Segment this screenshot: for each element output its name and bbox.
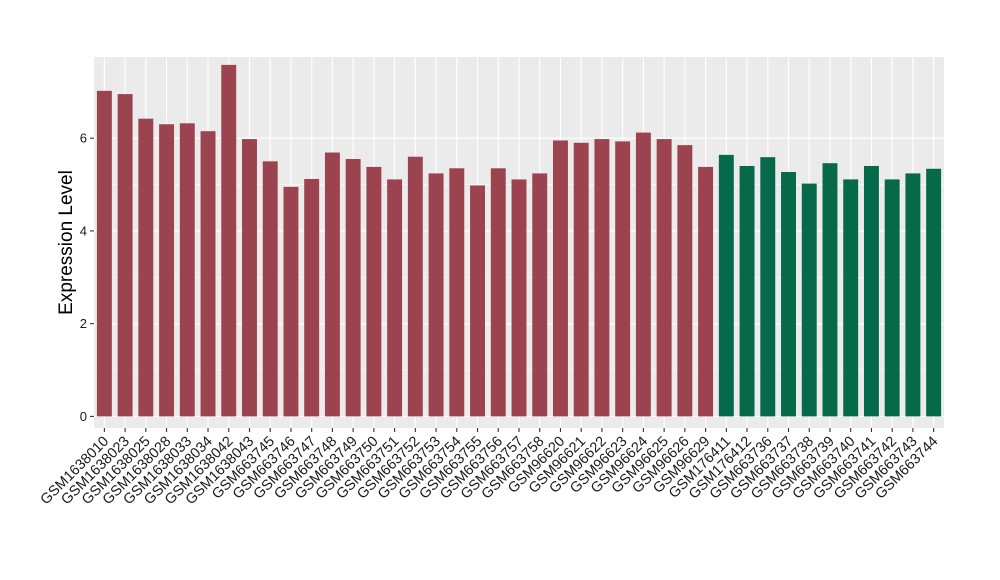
bar-GSM96624: [635, 132, 651, 417]
bar-GSM663736: [760, 157, 776, 417]
bar-GSM1638010: [96, 90, 112, 417]
bar-GSM663747: [304, 178, 320, 417]
bar-GSM1638033: [179, 123, 195, 417]
x-axis: GSM1638010GSM1638023GSM1638025GSM1638028…: [38, 428, 941, 508]
bar-GSM663756: [490, 168, 506, 417]
y-axis: 0 2 4 6: [80, 131, 94, 424]
bar-GSM663746: [283, 186, 299, 417]
bar-GSM663737: [781, 172, 796, 417]
bar-GSM663740: [843, 179, 859, 417]
bar-GSM96625: [656, 139, 672, 417]
bar-GSM96629: [698, 166, 714, 417]
bar-GSM663739: [822, 163, 838, 417]
bar-GSM663748: [324, 152, 340, 417]
bar-GSM663755: [470, 185, 485, 417]
bar-GSM1638023: [117, 94, 133, 417]
bar-GSM663757: [511, 179, 527, 417]
bar-GSM663751: [387, 179, 403, 417]
bar-GSM176412: [739, 165, 755, 417]
bar-GSM663745: [262, 161, 278, 417]
bar-GSM663742: [884, 179, 900, 417]
bar-GSM96621: [573, 142, 589, 417]
bar-GSM1638042: [221, 64, 237, 417]
bar-GSM663754: [449, 168, 465, 417]
y-tick-label: 0: [80, 409, 87, 424]
bar-GSM663741: [863, 165, 879, 417]
bar-GSM96620: [553, 140, 568, 417]
bar-GSM663758: [532, 173, 548, 417]
bar-GSM663743: [905, 173, 921, 417]
bar-GSM663753: [428, 173, 444, 417]
y-tick-label: 6: [80, 131, 87, 146]
bar-GSM96622: [594, 139, 610, 417]
y-axis-title: Expression Level: [56, 170, 77, 315]
bars: [96, 64, 942, 417]
y-tick-label: 4: [80, 223, 87, 238]
bar-GSM663752: [407, 156, 423, 417]
bar-GSM663738: [801, 183, 817, 417]
bar-GSM663749: [345, 159, 361, 417]
bar-GSM1638025: [138, 118, 154, 417]
bar-GSM1638028: [159, 124, 175, 417]
bar-GSM96623: [615, 141, 631, 417]
bar-GSM663750: [366, 166, 382, 417]
y-tick-label: 2: [80, 316, 87, 331]
bar-GSM663744: [926, 168, 942, 417]
bar-GSM1638043: [242, 139, 257, 417]
bar-GSM96626: [677, 145, 693, 417]
bar-GSM176411: [718, 154, 734, 417]
bar-GSM1638034: [200, 131, 216, 417]
